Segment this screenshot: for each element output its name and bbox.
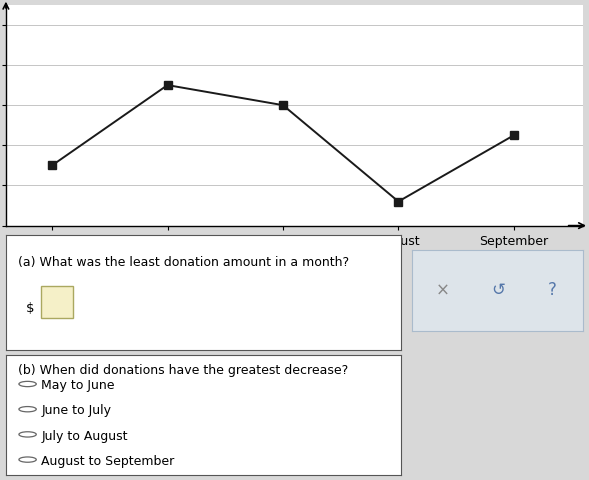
- Text: May to June: May to June: [41, 379, 115, 392]
- Circle shape: [19, 457, 37, 462]
- Text: Month: Month: [227, 288, 269, 300]
- Text: August to September: August to September: [41, 455, 175, 468]
- Text: ↺: ↺: [491, 281, 505, 300]
- Circle shape: [19, 432, 37, 437]
- Text: (b) When did donations have the greatest decrease?: (b) When did donations have the greatest…: [18, 364, 348, 377]
- Text: July to August: July to August: [41, 430, 128, 443]
- FancyBboxPatch shape: [41, 286, 73, 318]
- Text: $: $: [26, 302, 34, 315]
- Text: ×: ×: [436, 281, 450, 300]
- Text: June to July: June to July: [41, 404, 111, 418]
- Text: (a) What was the least donation amount in a month?: (a) What was the least donation amount i…: [18, 256, 349, 269]
- Text: ?: ?: [548, 281, 557, 300]
- Circle shape: [19, 407, 37, 412]
- Circle shape: [19, 381, 37, 387]
